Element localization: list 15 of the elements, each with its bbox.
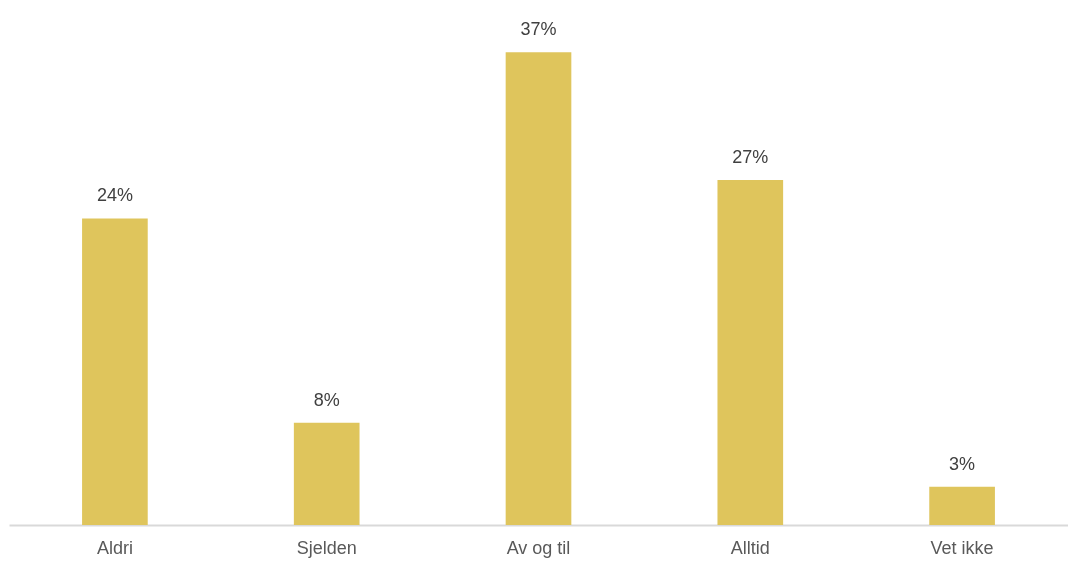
data-label: 37% xyxy=(520,19,557,40)
data-label: 24% xyxy=(96,185,133,206)
data-label: 8% xyxy=(313,389,340,410)
x-tick-label: Sjelden xyxy=(296,537,357,558)
bar xyxy=(82,218,148,525)
x-tick-label: Aldri xyxy=(96,537,133,558)
x-tick-label: Alltid xyxy=(730,537,770,558)
x-tick-label: Vet ikke xyxy=(930,537,994,558)
data-label: 3% xyxy=(949,453,976,474)
x-tick-label: Av og til xyxy=(506,537,571,558)
bar xyxy=(929,486,995,525)
bar xyxy=(505,52,572,525)
bar xyxy=(717,180,784,525)
data-label: 27% xyxy=(732,147,769,168)
bar xyxy=(293,422,360,525)
